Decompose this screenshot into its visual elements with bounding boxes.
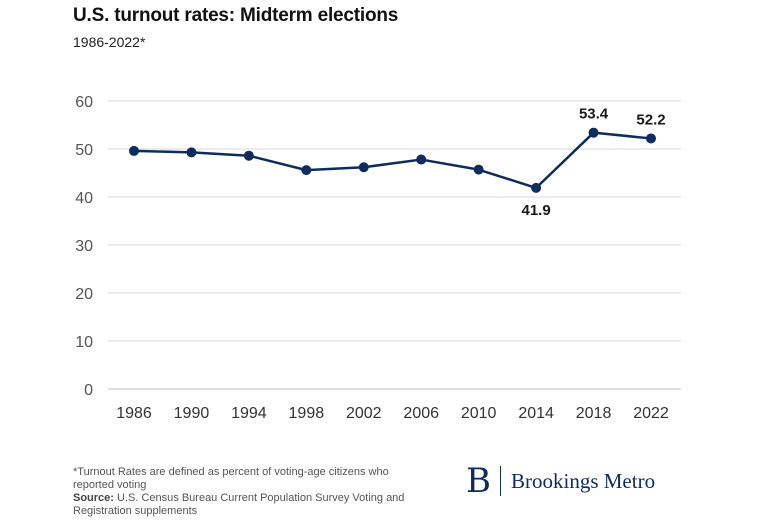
y-tick-label: 30: [75, 238, 93, 255]
x-tick-label: 2006: [403, 405, 439, 422]
data-label: 41.9: [522, 202, 551, 219]
chart-title: U.S. turnout rates: Midterm elections: [73, 5, 399, 26]
logo-divider: [500, 466, 501, 496]
data-point: [646, 133, 656, 144]
x-tick-label: 1990: [174, 405, 210, 422]
definition-note: *Turnout Rates are defined as percent of…: [73, 466, 389, 491]
footnote: *Turnout Rates are defined as percent of…: [73, 466, 423, 518]
x-tick-label: 2014: [518, 405, 554, 422]
x-tick-label: 2002: [346, 405, 382, 422]
y-tick-label: 0: [84, 382, 93, 399]
data-point: [301, 165, 312, 176]
x-tick-label: 1986: [116, 405, 152, 422]
data-point: [588, 127, 599, 138]
x-tick-label: 2010: [461, 405, 497, 422]
source-note: Source: U.S. Census Bureau Current Popul…: [73, 492, 423, 518]
data-label: 53.4: [579, 106, 609, 123]
data-point: [358, 162, 369, 173]
y-tick-label: 50: [75, 142, 93, 159]
data-label: 52.2: [636, 111, 665, 128]
y-tick-label: 10: [75, 334, 93, 351]
logo-text: Brookings Metro: [511, 468, 656, 493]
data-point: [473, 164, 484, 175]
source-label: Source:: [73, 492, 114, 504]
y-tick-label: 20: [75, 286, 93, 303]
x-tick-label: 1994: [231, 405, 267, 422]
data-point: [243, 150, 254, 161]
brookings-metro-logo: B Brookings Metro: [466, 463, 655, 499]
data-point: [129, 145, 139, 156]
data-point: [186, 147, 197, 158]
data-point: [531, 182, 542, 193]
x-tick-label: 2022: [633, 405, 669, 422]
data-point: [416, 154, 427, 165]
y-tick-label: 60: [75, 94, 93, 111]
x-tick-label: 2018: [576, 405, 612, 422]
source-text: U.S. Census Bureau Current Population Su…: [73, 492, 405, 517]
series-line: [133, 131, 652, 190]
turnout-line-chart: 0 10 20 30 40 50 60 1986 1990 1994 1998 2002 2006 201…: [75, 94, 681, 422]
x-tick-label: 1998: [289, 405, 325, 422]
logo-mark: B: [466, 461, 491, 501]
chart-subtitle: 1986-2022*: [73, 34, 146, 50]
y-tick-label: 40: [75, 190, 93, 207]
